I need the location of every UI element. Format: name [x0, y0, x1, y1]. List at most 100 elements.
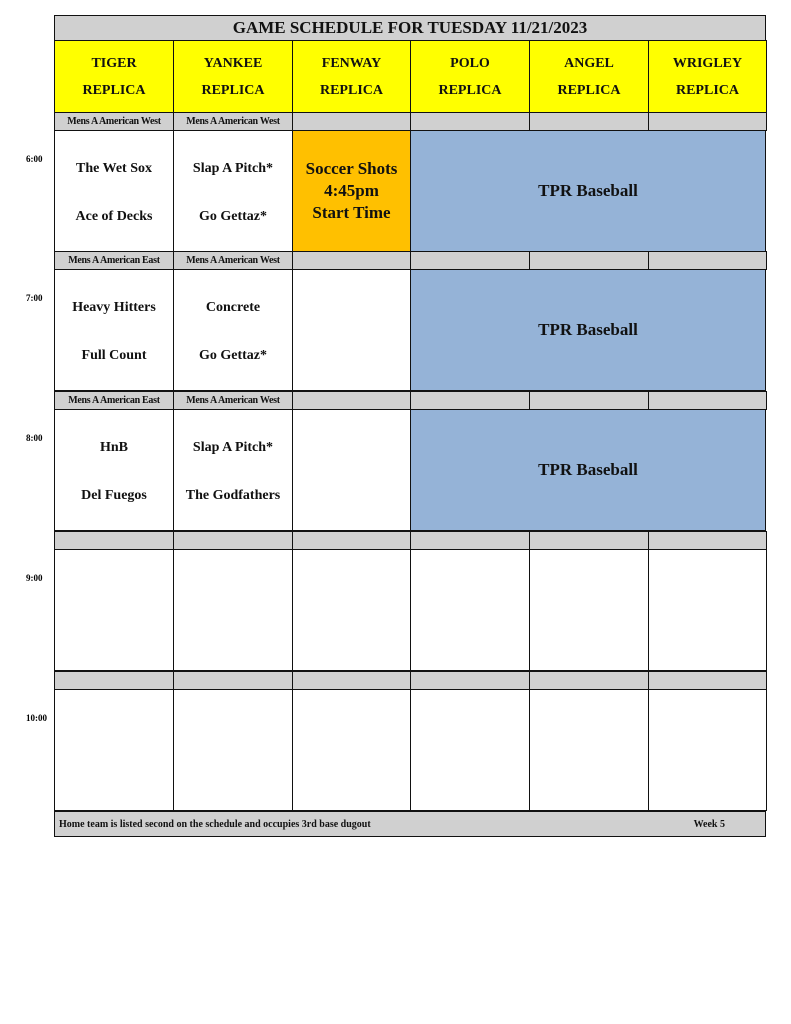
home-team: Go Gettaz*: [198, 209, 268, 224]
division-label: [173, 671, 293, 690]
division-label: [292, 671, 411, 690]
reserved-block: TPR Baseball: [410, 269, 766, 391]
reserved-label: TPR Baseball: [538, 460, 638, 479]
event-line: Soccer Shots: [305, 159, 398, 178]
game-cell: The Wet Sox Ace of Decks: [54, 130, 174, 252]
game-cell: [173, 689, 293, 811]
home-team: Ace of Decks: [75, 209, 153, 224]
game-cell: [292, 549, 411, 671]
field-name: POLO: [450, 55, 490, 71]
field-header: YANKEE REPLICA: [173, 40, 293, 113]
away-team: HnB: [99, 440, 128, 455]
division-label: [648, 251, 767, 270]
division-label: [648, 531, 767, 550]
division-text: Mens A American West: [186, 255, 280, 266]
game-cell: [173, 549, 293, 671]
division-label: [292, 391, 411, 410]
field-header: TIGER REPLICA: [54, 40, 174, 113]
division-label: [529, 531, 649, 550]
away-team: The Wet Sox: [76, 161, 152, 176]
division-text: Mens A American West: [186, 395, 280, 406]
field-header: ANGEL REPLICA: [529, 40, 649, 113]
field-sub: REPLICA: [438, 82, 502, 98]
field-header: FENWAY REPLICA: [292, 40, 411, 113]
division-label: [410, 251, 530, 270]
away-team: Slap A Pitch*: [192, 161, 274, 176]
game-cell: Slap A Pitch* Go Gettaz*: [173, 130, 293, 252]
week-label: Week 5: [693, 818, 725, 830]
division-label: Mens A American West: [54, 112, 174, 131]
time-label: 10:00: [26, 713, 47, 723]
home-team: The Godfathers: [185, 488, 281, 503]
division-label: [292, 112, 411, 131]
field-sub: REPLICA: [557, 82, 621, 98]
reserved-block: TPR Baseball: [410, 130, 766, 252]
division-text: Mens A American West: [186, 116, 280, 127]
division-label: [410, 112, 530, 131]
field-header: POLO REPLICA: [410, 40, 530, 113]
game-cell: [54, 689, 174, 811]
division-label: [410, 671, 530, 690]
field-name: ANGEL: [564, 55, 614, 71]
division-label: [648, 671, 767, 690]
division-text: Mens A American West: [67, 116, 161, 127]
home-team: Del Fuegos: [81, 488, 147, 503]
field-name: YANKEE: [203, 55, 263, 71]
field-header: WRIGLEY REPLICA: [648, 40, 767, 113]
away-team: Concrete: [205, 300, 261, 315]
time-label: 7:00: [26, 293, 43, 303]
away-team: Heavy Hitters: [72, 300, 156, 315]
division-label: [648, 391, 767, 410]
division-text: Mens A American East: [68, 395, 160, 406]
division-label: Mens A American West: [173, 251, 293, 270]
title-text: GAME SCHEDULE FOR TUESDAY 11/21/2023: [232, 18, 588, 37]
division-label: [410, 531, 530, 550]
game-cell: [410, 549, 530, 671]
division-text: Mens A American East: [68, 255, 160, 266]
division-label: [529, 251, 649, 270]
footer-bar: Home team is listed second on the schedu…: [54, 811, 766, 837]
page-title: GAME SCHEDULE FOR TUESDAY 11/21/2023: [54, 15, 766, 41]
game-cell: Concrete Go Gettaz*: [173, 269, 293, 391]
division-label: [173, 531, 293, 550]
game-cell: Slap A Pitch* The Godfathers: [173, 409, 293, 531]
home-team: Full Count: [81, 348, 147, 363]
reserved-block: TPR Baseball: [410, 409, 766, 531]
division-label: [54, 671, 174, 690]
division-label: [292, 531, 411, 550]
division-label: Mens A American East: [54, 251, 174, 270]
game-cell: [648, 549, 767, 671]
game-cell: HnB Del Fuegos: [54, 409, 174, 531]
home-team: Go Gettaz*: [198, 348, 268, 363]
field-sub: REPLICA: [319, 82, 383, 98]
field-sub: REPLICA: [675, 82, 739, 98]
game-cell: [54, 549, 174, 671]
time-label: 8:00: [26, 433, 43, 443]
time-label: 9:00: [26, 573, 43, 583]
game-cell: [292, 409, 411, 531]
event-block: Soccer Shots 4:45pm Start Time: [292, 130, 411, 252]
game-cell: [529, 549, 649, 671]
reserved-label: TPR Baseball: [538, 181, 638, 200]
division-label: [410, 391, 530, 410]
division-label: [529, 671, 649, 690]
field-sub: REPLICA: [201, 82, 265, 98]
division-label: [292, 251, 411, 270]
time-label: 6:00: [26, 154, 43, 164]
division-label: [54, 531, 174, 550]
field-name: WRIGLEY: [672, 55, 743, 71]
away-team: Slap A Pitch*: [192, 440, 274, 455]
event-line: 4:45pm: [324, 181, 379, 200]
event-line: Start Time: [312, 203, 391, 222]
division-label: Mens A American East: [54, 391, 174, 410]
division-label: Mens A American West: [173, 391, 293, 410]
game-cell: [410, 689, 530, 811]
division-label: Mens A American West: [173, 112, 293, 131]
reserved-label: TPR Baseball: [538, 320, 638, 339]
division-label: [529, 391, 649, 410]
game-cell: [529, 689, 649, 811]
game-cell: [292, 269, 411, 391]
field-name: FENWAY: [321, 55, 382, 71]
field-sub: REPLICA: [82, 82, 146, 98]
division-label: [529, 112, 649, 131]
